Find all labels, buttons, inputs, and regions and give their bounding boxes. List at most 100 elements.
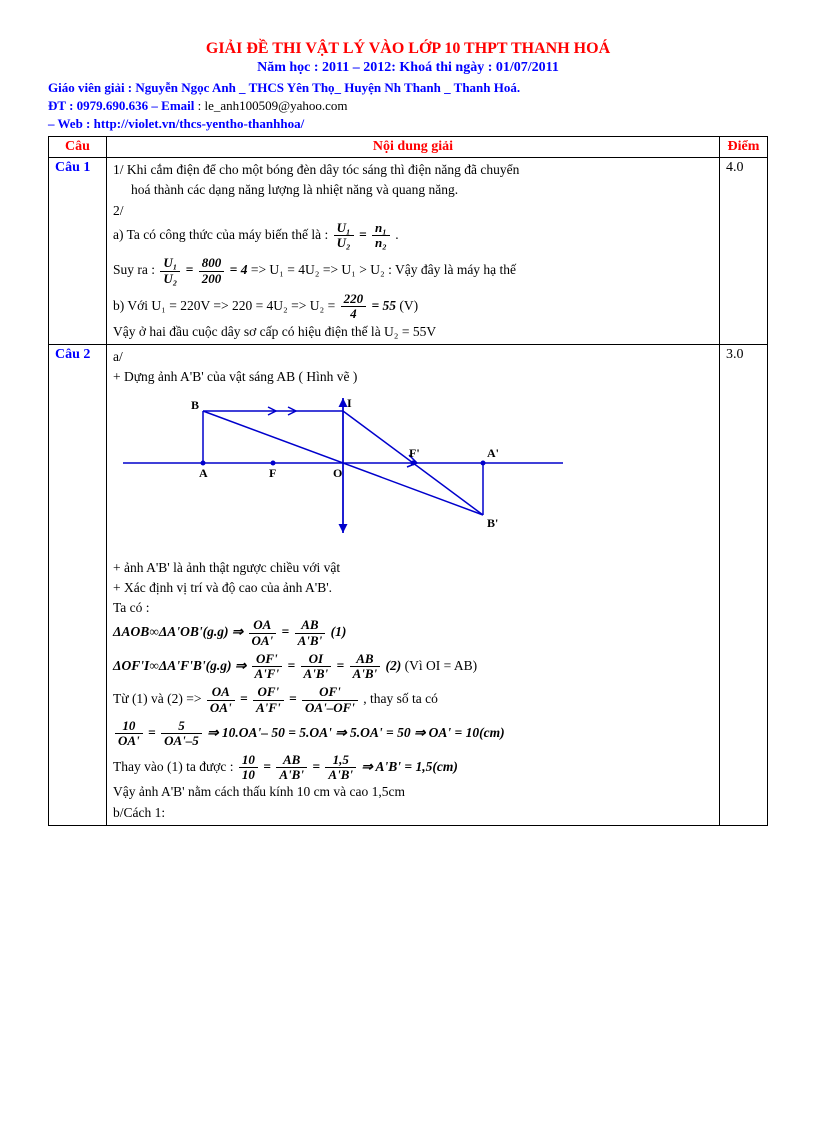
eq-sign: = bbox=[289, 691, 300, 706]
eq-sign: = bbox=[263, 759, 274, 774]
eq2a: ΔOF'I∞ΔA'F'B'(g.g) ⇒ bbox=[113, 658, 250, 673]
frac-den: A'B' bbox=[325, 768, 356, 782]
eq3a: Từ (1) và (2) => bbox=[113, 691, 205, 706]
eq55: = 55 bbox=[371, 298, 396, 313]
teacher-rest: Ngọc Anh _ THCS Yên Thọ_ Huyện Nh Thanh … bbox=[178, 80, 520, 95]
cau2-final: Vậy ảnh A'B' nằm cách thấu kính 10 cm và… bbox=[113, 784, 405, 799]
eq4-rest: ⇒ 10.OA'– 50 = 5.OA' ⇒ 5.OA' = 50 ⇒ OA' … bbox=[207, 725, 504, 740]
cau2-content: a/ + Dựng ảnh A'B' của vật sáng AB ( Hìn… bbox=[107, 344, 720, 825]
eq4-f2: 5OA'–5 bbox=[161, 719, 202, 749]
frac-num: AB bbox=[276, 753, 307, 768]
cau2-l5: Ta có : bbox=[113, 600, 150, 615]
eq2-f2: OIA'B' bbox=[301, 652, 332, 682]
optics-svg: B A F O I F' A' B' bbox=[113, 393, 573, 543]
frac-den: OA'–OF' bbox=[302, 701, 358, 715]
teacher-line: Giáo viên giải : Nguyễn Ngọc Anh _ THCS … bbox=[48, 80, 768, 96]
eq1-f2: ABA'B' bbox=[295, 618, 326, 648]
optics-diagram: B A F O I F' A' B' bbox=[113, 393, 713, 549]
cau1-line2: hoá thành các dạng năng lượng là nhiệt n… bbox=[113, 182, 458, 197]
eq5-f1: 1010 bbox=[239, 753, 258, 783]
teacher-label: Giáo viên giải : Nguyễn bbox=[48, 80, 178, 95]
cau1-line6a: b) Với U₁ = 220V => 220 = 4U₂ => U₂ = bbox=[113, 298, 339, 313]
frac-num: 800 bbox=[199, 256, 225, 271]
contact-line: ĐT : 0979.690.636 – Email : le_anh100509… bbox=[48, 98, 768, 114]
cau1-line3: 2/ bbox=[113, 203, 124, 218]
frac-num: OI bbox=[301, 652, 332, 667]
frac-num: OF' bbox=[302, 685, 358, 700]
eq1a: ΔAOB∞ΔA'OB'(g.g) ⇒ bbox=[113, 624, 247, 639]
eq-sign: = bbox=[240, 691, 251, 706]
cau2-label: Câu 2 bbox=[49, 344, 107, 825]
frac-den: A'B' bbox=[295, 634, 326, 648]
eq2-f1: OF'A'F' bbox=[252, 652, 283, 682]
frac-den: A'F' bbox=[252, 667, 283, 681]
frac-den: U₂ bbox=[160, 272, 180, 286]
cau2-last: b/Cách 1: bbox=[113, 805, 165, 820]
frac-num: AB bbox=[350, 652, 381, 667]
eq3-f1: OAOA' bbox=[207, 685, 235, 715]
cau1-line6b: (V) bbox=[399, 298, 418, 313]
phone-label: ĐT : 0979.690.636 – Email bbox=[48, 98, 194, 113]
col-header-diem: Điểm bbox=[720, 137, 768, 158]
svg-text:F: F bbox=[269, 466, 276, 480]
frac-den: OA' bbox=[249, 634, 277, 648]
frac-num: OF' bbox=[252, 652, 283, 667]
cau1-line4a: a) Ta có công thức của máy biến thế là : bbox=[113, 227, 332, 242]
frac-den: OA' bbox=[207, 701, 235, 715]
frac-den: A'B' bbox=[350, 667, 381, 681]
eq4-result: = 4 bbox=[230, 262, 248, 277]
cau1-diem: 4.0 bbox=[720, 158, 768, 345]
frac-num: OA bbox=[249, 618, 277, 633]
cau2-diem: 3.0 bbox=[720, 344, 768, 825]
solution-table: Câu Nội dung giải Điểm Câu 1 1/ Khi cắm … bbox=[48, 136, 768, 826]
eq2-note: (Vì OI = AB) bbox=[405, 658, 477, 673]
eq5-f2: ABA'B' bbox=[276, 753, 307, 783]
eq3-f3: OF'OA'–OF' bbox=[302, 685, 358, 715]
eq-sign: = bbox=[287, 658, 298, 673]
cau2-l3: + ảnh A'B' là ảnh thật ngược chiều với v… bbox=[113, 560, 340, 575]
frac-220-4: 2204 bbox=[341, 292, 367, 322]
frac-den: OA'–5 bbox=[161, 734, 202, 748]
eq5-rest: ⇒ A'B' = 1,5(cm) bbox=[361, 759, 458, 774]
frac-den: OA' bbox=[115, 734, 143, 748]
frac-den: A'B' bbox=[301, 667, 332, 681]
frac-den: 4 bbox=[341, 307, 367, 321]
svg-text:I: I bbox=[347, 396, 352, 410]
col-header-cau: Câu bbox=[49, 137, 107, 158]
eq-sign: = bbox=[148, 725, 159, 740]
eq1-f1: OAOA' bbox=[249, 618, 277, 648]
frac-u1u2b: U₁U₂ bbox=[160, 256, 180, 286]
eq-sign: = bbox=[312, 759, 323, 774]
cau1-label: Câu 1 bbox=[49, 158, 107, 345]
page-subtitle: Năm học : 2011 – 2012: Khoá thi ngày : 0… bbox=[48, 60, 768, 76]
eq3-f2: OF'A'F' bbox=[253, 685, 284, 715]
eq4-f1: 10OA' bbox=[115, 719, 143, 749]
cau2-l4: + Xác định vị trí và độ cao của ảnh A'B'… bbox=[113, 580, 332, 595]
svg-text:A': A' bbox=[487, 446, 499, 460]
frac-u1u2: U₁U₂ bbox=[334, 221, 354, 251]
eq-sign2: = bbox=[186, 262, 197, 277]
eq5-f3: 1,5A'B' bbox=[325, 753, 356, 783]
frac-num: AB bbox=[295, 618, 326, 633]
svg-text:A: A bbox=[199, 466, 208, 480]
frac-den: 10 bbox=[239, 768, 258, 782]
table-header-row: Câu Nội dung giải Điểm bbox=[49, 137, 768, 158]
eq1-tag: (1) bbox=[331, 624, 347, 639]
cau1-line7: Vậy ở hai đầu cuộc dây sơ cấp có hiệu đi… bbox=[113, 324, 436, 339]
frac-num: 1,5 bbox=[325, 753, 356, 768]
frac-n1n2: n₁n₂ bbox=[372, 221, 390, 251]
frac-den: U₂ bbox=[334, 236, 354, 250]
eq5a: Thay vào (1) ta được : bbox=[113, 759, 237, 774]
frac-den: 200 bbox=[199, 272, 225, 286]
frac-num: U₁ bbox=[160, 256, 180, 271]
frac-num: 10 bbox=[239, 753, 258, 768]
email-text: : le_anh100509@yahoo.com bbox=[194, 98, 347, 113]
eq-sign: = bbox=[337, 658, 348, 673]
cau2-l2: + Dựng ảnh A'B' của vật sáng AB ( Hình v… bbox=[113, 369, 357, 384]
frac-num: n₁ bbox=[372, 221, 390, 236]
col-header-noidung: Nội dung giải bbox=[107, 137, 720, 158]
frac-den: A'B' bbox=[276, 768, 307, 782]
cau1-content: 1/ Khi cắm điện để cho một bóng đèn dây … bbox=[107, 158, 720, 345]
svg-text:B': B' bbox=[487, 516, 498, 530]
table-row: Câu 2 a/ + Dựng ảnh A'B' của vật sáng AB… bbox=[49, 344, 768, 825]
